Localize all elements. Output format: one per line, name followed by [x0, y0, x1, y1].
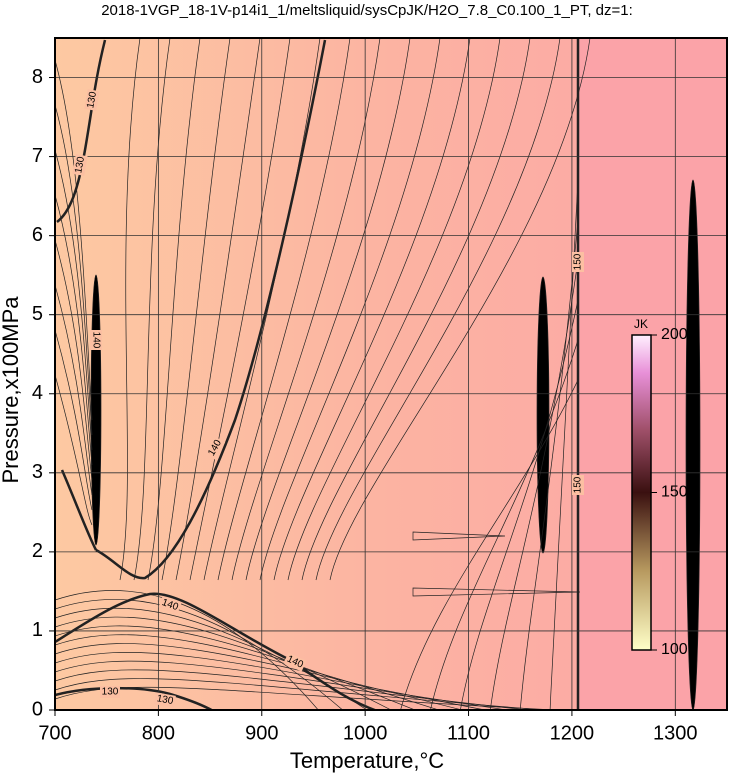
contour-line: [460, 299, 579, 710]
y-tick-label: 8: [32, 66, 43, 88]
y-tick-label: 3: [32, 461, 43, 483]
contour-label-bg: [204, 436, 226, 460]
contour-line: [231, 38, 381, 581]
contour-label-bg: [100, 686, 120, 698]
y-tick-label: 1: [32, 619, 43, 641]
contour-label-bg: [84, 89, 100, 111]
contour-line: [489, 259, 579, 710]
y-tick-label: 0: [32, 698, 43, 720]
contour-label: 150: [573, 253, 584, 270]
x-tick-label: 700: [38, 722, 71, 744]
contour-label: 130: [85, 90, 99, 109]
contour-line: [55, 660, 510, 710]
colorbar-label: JK: [634, 317, 648, 331]
x-tick-label: 1200: [550, 722, 595, 744]
contour-line: [55, 284, 93, 496]
y-tick-label: 2: [32, 540, 43, 562]
contours: [55, 38, 701, 710]
colorbar-tick-label: 100: [661, 641, 688, 658]
contour-line: [147, 38, 201, 581]
x-tick-label: 1300: [653, 722, 698, 744]
contour-label: 130: [102, 687, 119, 698]
contour-line: [203, 38, 321, 581]
contour-label: 140: [90, 332, 101, 349]
contour-line: [315, 38, 561, 581]
contour-line: [55, 669, 531, 710]
contour-line: [175, 38, 261, 581]
contour-line: [55, 149, 93, 451]
contour-label-bg: [572, 475, 584, 495]
contour-line: [55, 59, 93, 421]
contour-label-bg: [158, 595, 182, 615]
y-tick-label: 4: [32, 382, 43, 404]
contour-label-bg: [72, 154, 88, 176]
grid: [54, 38, 727, 711]
contour-line: [301, 38, 531, 581]
y-axis-label: Pressure,x100MPa: [0, 296, 23, 484]
contour-line: [133, 38, 171, 581]
contour-line: [55, 104, 93, 436]
y-tick-label: 5: [32, 303, 43, 325]
y-tick-label: 7: [32, 145, 43, 167]
contour-label: 130: [156, 693, 175, 707]
contour-line: [217, 38, 351, 581]
contour-line: [55, 686, 562, 710]
plot-frame: [54, 37, 728, 711]
contour-line: [119, 38, 141, 581]
contour-line: [55, 678, 550, 710]
contour-line: [55, 194, 93, 466]
x-tick-label: 900: [245, 722, 278, 744]
contour-label-bg: [283, 652, 307, 672]
contour-line: [55, 329, 93, 511]
colorbar: [631, 334, 652, 651]
x-tick-label: 1100: [447, 722, 490, 744]
contour-label-bg: [572, 252, 584, 272]
contour-line: [55, 374, 93, 526]
contour-line: [55, 652, 487, 710]
contour-line: [287, 38, 501, 581]
y-tick-label: 6: [32, 224, 43, 246]
contour-line: [55, 239, 93, 481]
contour-label-bg: [90, 330, 102, 350]
contour-line: [273, 38, 471, 581]
contour-line: [400, 379, 579, 710]
contour-line: [329, 38, 591, 581]
x-axis-label: Temperature,°C: [290, 748, 444, 773]
contour-label: 150: [573, 476, 584, 493]
contour-label: 130: [73, 155, 87, 174]
contour-line: [430, 339, 579, 710]
contour-line: [161, 38, 231, 581]
chart-title: 2018-1VGP_18-1V-p14i1_1/meltsliquid/sysC…: [101, 2, 633, 19]
contour-label-bg: [154, 692, 176, 708]
region: [578, 38, 727, 710]
contour-line: [519, 219, 579, 710]
x-tick-label: 1000: [343, 722, 388, 744]
colorbar-tick-label: 200: [661, 326, 688, 343]
contour-line: [189, 38, 291, 581]
colorbar-tick-label: 150: [661, 484, 688, 501]
contour-line: [259, 38, 441, 581]
contour-line: [245, 38, 411, 581]
x-tick-label: 800: [142, 722, 175, 744]
